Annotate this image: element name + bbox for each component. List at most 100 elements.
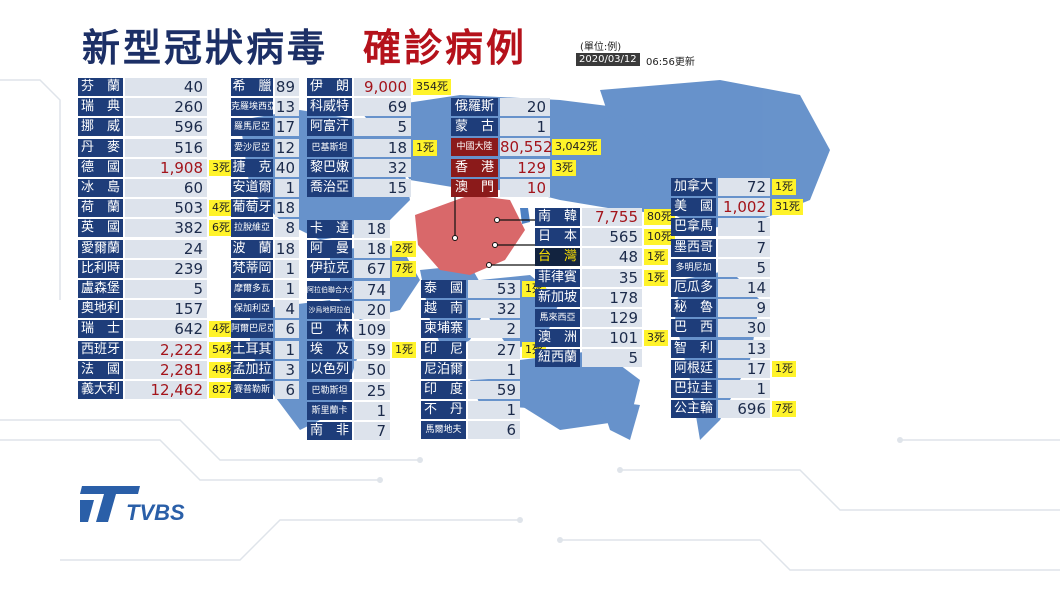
country-name: 羅馬尼亞 [231, 118, 273, 137]
country-name: 斯里蘭卡 [307, 401, 352, 420]
country-name: 柬埔寨 [421, 320, 466, 339]
case-count: 382 [125, 219, 207, 238]
case-count: 1,908 [125, 158, 207, 177]
case-count: 48 [582, 248, 642, 267]
country-name: 黎巴嫩 [307, 158, 352, 177]
case-count: 20 [354, 300, 390, 319]
case-count: 109 [354, 321, 390, 339]
country-name: 安道爾 [231, 179, 273, 197]
case-count: 18 [275, 239, 299, 258]
case-count: 101 [582, 329, 642, 348]
country-name: 巴 西 [671, 319, 716, 338]
logo-text: TVBS [126, 500, 185, 525]
death-count: 3死 [209, 159, 233, 176]
country-name: 伊拉克 [307, 260, 352, 279]
country-name: 盧森堡 [78, 280, 123, 298]
case-count: 18 [354, 138, 411, 157]
country-name: 印 尼 [421, 340, 466, 359]
case-count: 260 [125, 98, 207, 117]
country-name: 阿富汗 [307, 118, 352, 137]
country-name: 阿 曼 [307, 240, 352, 259]
country-name: 德 國 [78, 158, 123, 177]
country-name: 馬來西亞 [535, 309, 580, 327]
case-count: 129 [500, 158, 550, 177]
case-count: 5 [582, 349, 642, 368]
death-count: 6死 [209, 220, 233, 237]
title-main: 新型冠狀病毒 [82, 26, 329, 70]
case-count: 5 [125, 280, 207, 298]
country-name: 菲律賓 [535, 268, 580, 287]
country-name: 愛爾蘭 [78, 239, 123, 258]
case-count: 53 [468, 280, 520, 298]
country-name: 巴 林 [307, 321, 352, 339]
country-name: 墨西哥 [671, 238, 716, 257]
death-count: 2死 [392, 241, 416, 258]
country-name: 冰 島 [78, 179, 123, 197]
country-name: 阿根廷 [671, 359, 716, 378]
case-count: 3 [275, 360, 299, 379]
case-count: 69 [354, 98, 411, 117]
case-count: 17 [275, 118, 299, 137]
case-count: 7 [718, 238, 770, 257]
case-count: 15 [354, 179, 411, 197]
title-accent: 確診病例 [363, 26, 528, 70]
country-name: 捷 克 [231, 158, 273, 177]
country-name: 西班牙 [78, 340, 123, 359]
case-count: 1 [275, 259, 299, 278]
country-name: 英 國 [78, 219, 123, 238]
case-count: 89 [275, 78, 299, 96]
case-count: 4 [275, 300, 299, 319]
country-name: 卡 達 [307, 220, 352, 238]
case-count: 8 [275, 219, 299, 238]
case-count: 2,281 [125, 360, 207, 379]
circuit-lines [0, 79, 1060, 571]
death-count: 3死 [644, 330, 668, 347]
map-china [415, 195, 525, 275]
country-name: 荷 蘭 [78, 199, 123, 218]
country-name: 公主輪 [671, 400, 716, 419]
country-name: 智 利 [671, 339, 716, 358]
case-count: 18 [354, 220, 390, 238]
country-name: 泰 國 [421, 280, 466, 298]
country-name: 加拿大 [671, 178, 716, 196]
case-count: 2 [468, 320, 520, 339]
case-count: 18 [354, 240, 390, 259]
country-name: 克羅埃西亞 [231, 98, 273, 117]
case-count: 9 [718, 299, 770, 318]
case-count: 596 [125, 118, 207, 137]
country-name: 葡萄牙 [231, 199, 273, 218]
case-count: 25 [354, 381, 390, 400]
case-count: 1 [275, 179, 299, 197]
country-name: 拉脫維亞 [231, 219, 273, 238]
country-name: 不 丹 [421, 401, 466, 420]
case-count: 13 [718, 339, 770, 358]
case-count: 32 [468, 300, 520, 319]
case-count: 6 [275, 381, 299, 399]
death-count: 80死 [644, 209, 675, 225]
death-count: 1死 [644, 269, 668, 286]
case-count: 5 [354, 118, 411, 137]
case-count: 9,000 [354, 78, 411, 96]
country-name: 土耳其 [231, 340, 273, 359]
country-name: 南 韓 [535, 208, 580, 226]
case-count: 503 [125, 199, 207, 218]
country-name: 巴拉圭 [671, 380, 716, 398]
death-count: 7死 [392, 261, 416, 278]
country-name: 中國大陸 [451, 138, 498, 157]
country-name: 丹 麥 [78, 138, 123, 157]
country-name: 多明尼加 [671, 258, 716, 277]
country-name: 秘 魯 [671, 299, 716, 318]
case-count: 67 [354, 260, 390, 279]
country-name: 法 國 [78, 360, 123, 379]
death-count: 10死 [644, 229, 675, 246]
circuit-dots [377, 437, 903, 543]
country-name: 馬爾地夫 [421, 421, 466, 440]
date-badge: 2020/03/12 [576, 53, 640, 66]
country-name: 俄羅斯 [451, 98, 498, 116]
case-count: 60 [125, 179, 207, 197]
case-count: 59 [354, 341, 390, 360]
country-name: 埃 及 [307, 341, 352, 360]
country-name: 科威特 [307, 98, 352, 117]
country-name: 香 港 [451, 158, 498, 177]
map-new-zealand [600, 400, 640, 440]
